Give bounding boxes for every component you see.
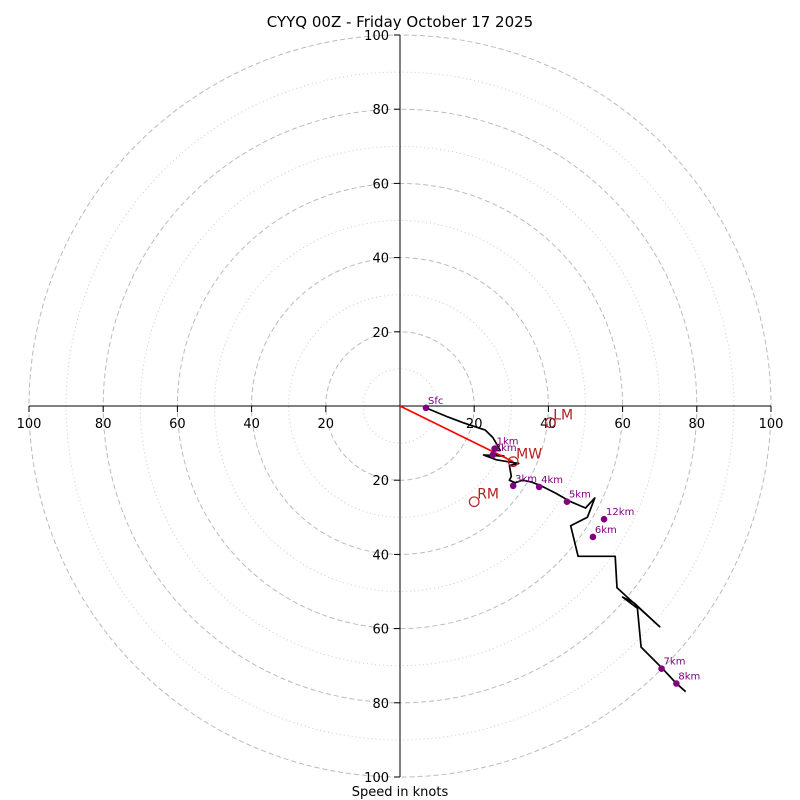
height-label-3km: 3km bbox=[515, 474, 537, 485]
tick-label-west-40: 40 bbox=[243, 417, 260, 432]
tick-label-west-60: 60 bbox=[169, 417, 186, 432]
height-label-4km: 4km bbox=[541, 475, 563, 486]
tick-label-east-60: 60 bbox=[614, 417, 631, 432]
tick-label-east-100: 100 bbox=[759, 417, 784, 432]
chart-title: CYYQ 00Z - Friday October 17 2025 bbox=[267, 13, 533, 31]
tick-label-east-80: 80 bbox=[689, 417, 706, 432]
tick-label-west-20: 20 bbox=[318, 417, 335, 432]
height-label-7km: 7km bbox=[664, 657, 686, 668]
height-point-Sfc bbox=[422, 404, 430, 412]
height-point-2km bbox=[489, 451, 497, 459]
x-axis-label: Speed in knots bbox=[352, 785, 449, 800]
tick-label-south-100: 100 bbox=[364, 771, 389, 786]
height-point-4km bbox=[535, 483, 543, 491]
wind-trace-line bbox=[425, 407, 687, 693]
tick-label-north-80: 80 bbox=[372, 103, 389, 118]
storm-label-MW: MW bbox=[516, 447, 542, 463]
height-label-12km: 12km bbox=[606, 507, 634, 518]
storm-marker-MW bbox=[507, 456, 519, 468]
tick-label-west-100: 100 bbox=[17, 417, 42, 432]
tick-label-south-60: 60 bbox=[372, 623, 389, 638]
height-point-1km bbox=[491, 445, 498, 452]
tick-label-north-60: 60 bbox=[372, 177, 389, 192]
height-point-12km bbox=[600, 515, 608, 523]
height-label-1km: 1km bbox=[497, 437, 519, 448]
height-label-5km: 5km bbox=[569, 490, 591, 501]
hodograph-trace bbox=[425, 407, 687, 693]
height-point-5km bbox=[563, 498, 571, 506]
height-point-3km bbox=[509, 482, 517, 490]
height-label-Sfc: Sfc bbox=[428, 396, 443, 407]
height-label-8km: 8km bbox=[678, 672, 700, 683]
storm-label-RM: RM bbox=[477, 487, 499, 503]
storm-label-LM: LM bbox=[553, 408, 573, 424]
tick-label-north-20: 20 bbox=[372, 326, 389, 341]
tick-label-south-80: 80 bbox=[372, 697, 389, 712]
height-label-2km: 2km bbox=[495, 443, 517, 454]
tick-label-south-20: 20 bbox=[372, 474, 389, 489]
height-point-7km bbox=[658, 665, 665, 672]
height-label-6km: 6km bbox=[595, 525, 617, 536]
storm-marker-LM bbox=[544, 417, 556, 429]
height-point-6km bbox=[589, 533, 597, 541]
height-point-8km bbox=[673, 680, 680, 687]
tick-label-north-40: 40 bbox=[372, 252, 389, 267]
tick-label-west-80: 80 bbox=[95, 417, 112, 432]
tick-label-south-40: 40 bbox=[372, 548, 389, 563]
tick-label-east-40: 40 bbox=[540, 417, 557, 432]
storm-motion-markers: LM MW RM bbox=[468, 408, 573, 508]
storm-marker-RM bbox=[468, 496, 480, 508]
tick-label-north-100: 100 bbox=[364, 29, 389, 44]
